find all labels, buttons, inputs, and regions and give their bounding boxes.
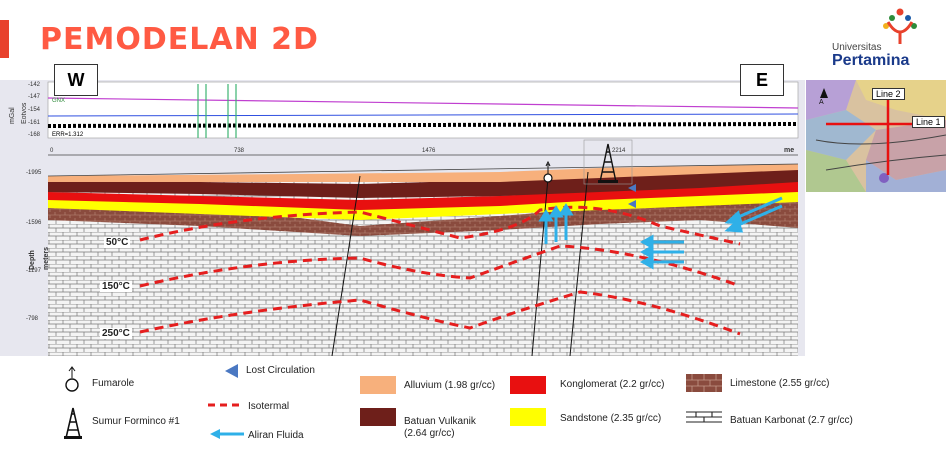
legend-well: Sumur Forminco #1: [92, 416, 180, 427]
grav-legend: GNX: [52, 98, 65, 104]
legend-karbonat: Batuan Karbonat (2.7 gr/cc): [730, 415, 853, 426]
logo-emblem-icon: [883, 8, 917, 44]
isotherm-label-50: 50°C: [104, 237, 131, 248]
grav-axis-label2: Eotvos: [21, 102, 28, 124]
grav-tick: -161: [28, 120, 41, 126]
west-label: W: [54, 64, 98, 96]
slide-title: PEMODELAN 2D: [40, 22, 319, 57]
grav-tick: -142: [28, 82, 41, 88]
fumarole-icon: [65, 366, 79, 392]
grav-tick: -154: [28, 107, 41, 113]
fluid-flow-legend-icon: [210, 429, 244, 439]
depth-tick: -1596: [26, 220, 42, 226]
legend-alluvium: Alluvium (1.98 gr/cc): [404, 380, 496, 391]
limestone-swatch: [686, 374, 722, 392]
legend-vulkanik-2: (2.64 gr/cc): [404, 428, 455, 439]
north-arrow-icon: A: [819, 88, 828, 106]
limestone-layer: [48, 198, 798, 236]
x-tick: 1476: [422, 148, 436, 154]
alluvium-swatch: [360, 376, 396, 394]
depth-tick: -1995: [26, 170, 42, 176]
well-icon: [64, 407, 82, 439]
sandstone-swatch: [510, 408, 546, 426]
karbonat-swatch: [686, 411, 722, 423]
x-tick: 0: [50, 148, 54, 154]
konglomerat-swatch: [510, 376, 546, 394]
isotherm-label-250: 250°C: [100, 328, 132, 339]
grav-tick: -147: [28, 94, 41, 100]
university-logo: [883, 8, 917, 44]
batuan-vulkanik-layer: [48, 168, 798, 198]
isotherm-150: [139, 244, 741, 288]
grav-tick: -168: [28, 132, 41, 138]
isotherm-legend-icon: [208, 403, 244, 407]
fumarole-marker: [543, 160, 553, 183]
fluid-flow-arrows: [538, 196, 783, 270]
x-unit: me: [784, 147, 794, 154]
sandstone-layer: [48, 190, 798, 220]
legend-aliran-fluida: Aliran Fluida: [248, 430, 304, 441]
lost-circulation-icon: [225, 364, 238, 378]
well-derrick-icon: [583, 139, 633, 185]
legend-limestone: Limestone (2.55 gr/cc): [730, 378, 830, 389]
isotherm-50: [139, 205, 741, 246]
map-line-2-label: Line 2: [872, 88, 905, 100]
konglomerat-layer: [48, 178, 798, 210]
accent-bar: [0, 20, 9, 58]
alluvium-layer: [48, 164, 798, 182]
grav-axis-label: mGal: [9, 107, 16, 124]
x-tick: 738: [234, 148, 245, 154]
depth-axis-label: Depth: [29, 250, 36, 270]
isotherm-label-150: 150°C: [100, 281, 132, 292]
north-label: A: [819, 99, 824, 106]
depth-tick: -1197: [26, 268, 42, 274]
legend-konglomerat: Konglomerat (2.2 gr/cc): [560, 379, 665, 390]
depth-tick: -798: [26, 316, 39, 322]
logo-text-universitas: Universitas: [832, 42, 882, 53]
map-line-1-label: Line 1: [912, 116, 945, 128]
lost-circulation-marker: [628, 184, 636, 192]
legend-lost-circulation: Lost Circulation: [246, 365, 315, 376]
err-text: ERR=1.312: [52, 132, 84, 138]
logo-text-pertamina: Pertamina: [832, 52, 910, 69]
legend-isotermal: Isotermal: [248, 401, 290, 412]
legend-vulkanik-1: Batuan Vulkanik: [404, 416, 476, 427]
legend-sandstone: Sandstone (2.35 gr/cc): [560, 413, 662, 424]
vulkanik-swatch: [360, 408, 396, 426]
depth-axis-label2: meters: [43, 247, 50, 270]
isotherm-250: [139, 290, 741, 336]
x-tick: 2214: [612, 148, 626, 154]
legend-fumarole: Fumarole: [92, 378, 135, 389]
profile-model: mGal Eotvos -142 -147 -154 -161 -168 GNX…: [0, 80, 805, 356]
lost-circulation-marker: [628, 200, 636, 208]
east-label: E: [740, 64, 784, 96]
